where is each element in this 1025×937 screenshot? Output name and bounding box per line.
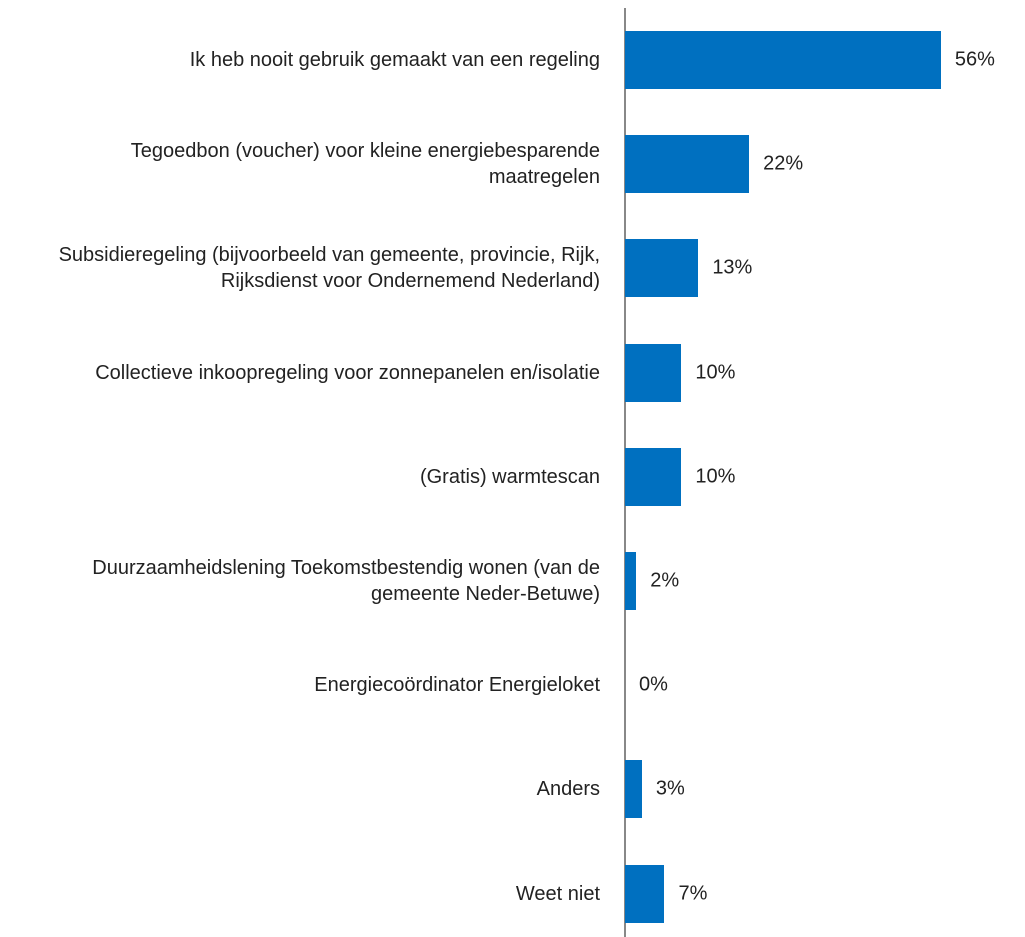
value-label: 10% [695,361,736,384]
category-label: Ik heb nooit gebruik gemaakt van een reg… [189,49,600,71]
bar [625,31,941,89]
bar [625,447,682,506]
bar [625,239,699,298]
value-label: 3% [655,777,685,800]
value-label: 0% [639,673,668,696]
bar [625,135,750,194]
bar [625,552,637,610]
value-label: 22% [763,152,804,175]
bar [625,864,665,923]
category-label: Collectieve inkoopregeling voor zonnepan… [95,361,600,384]
value-label: 10% [695,465,736,488]
category-label: Energiecoördinator Energieloket [314,674,600,697]
category-label: Duurzaamheidslening Toekomstbestendig wo… [92,557,600,605]
value-label: 7% [678,882,708,905]
value-label: 13% [712,256,753,279]
value-label: 2% [650,569,680,592]
category-label: Subsidieregeling (bijvoorbeeld van gemee… [58,244,600,293]
value-label: 56% [954,48,995,71]
bar [625,343,682,402]
category-label: Weet niet [515,882,600,905]
category-label: Tegoedbon (voucher) voor kleine energieb… [130,140,600,189]
category-label: Anders [536,778,600,801]
bar [625,760,642,819]
category-label: (Gratis) warmtescan [419,465,600,488]
axis-line [624,8,626,937]
